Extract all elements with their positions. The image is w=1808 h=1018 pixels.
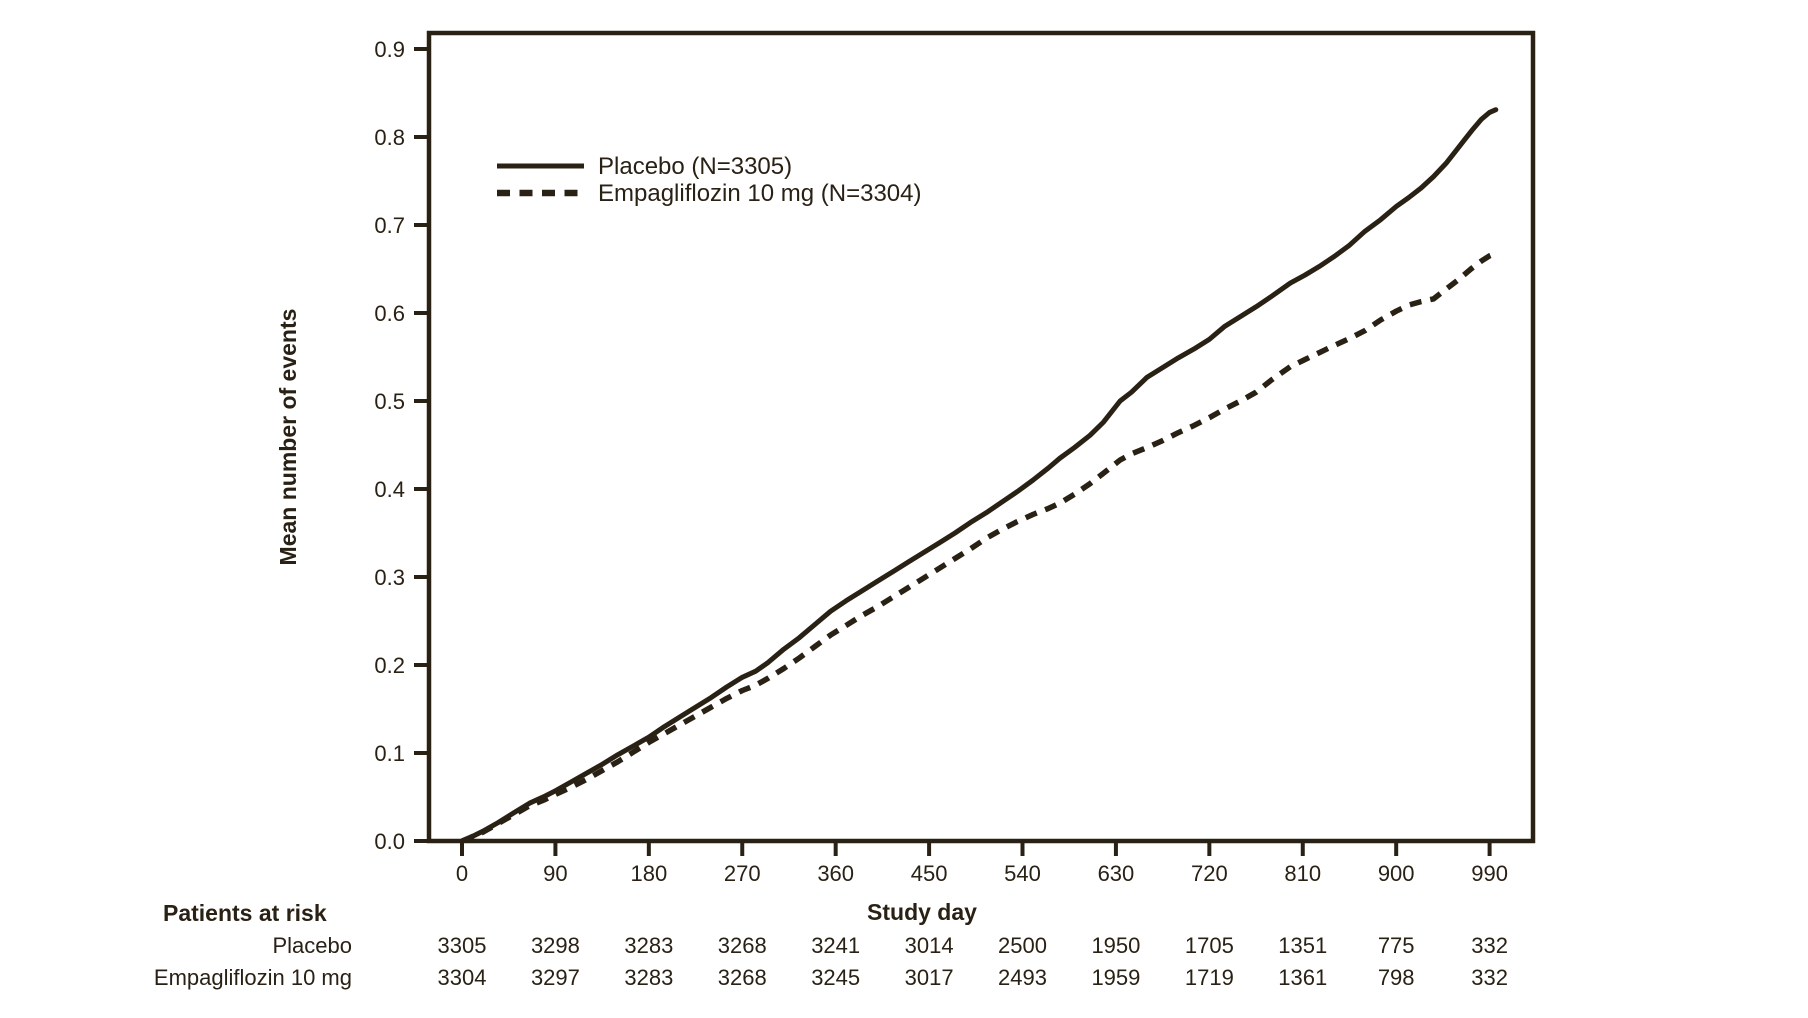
risk-count: 1705 [1185, 933, 1234, 958]
x-tick-label: 810 [1284, 861, 1321, 886]
x-tick-label: 990 [1471, 861, 1508, 886]
risk-count: 1719 [1185, 965, 1234, 990]
x-tick-label: 900 [1378, 861, 1415, 886]
y-axis-title: Mean number of events [275, 309, 301, 566]
risk-count: 798 [1378, 965, 1415, 990]
risk-count: 3268 [718, 965, 767, 990]
risk-count: 1361 [1278, 965, 1327, 990]
x-tick-label: 630 [1098, 861, 1135, 886]
y-tick-label: 0.0 [374, 829, 405, 854]
x-tick-label: 180 [630, 861, 667, 886]
legend: Placebo (N=3305)Empagliflozin 10 mg (N=3… [497, 153, 922, 207]
x-tick-label: 540 [1004, 861, 1041, 886]
plot-frame [426, 30, 1536, 844]
y-tick-label: 0.3 [374, 565, 405, 590]
risk-count: 3304 [438, 965, 487, 990]
risk-count: 3305 [438, 933, 487, 958]
risk-count: 2500 [998, 933, 1047, 958]
y-tick-label: 0.1 [374, 741, 405, 766]
y-tick-label: 0.2 [374, 653, 405, 678]
risk-count: 1351 [1278, 933, 1327, 958]
risk-count: 3297 [531, 965, 580, 990]
risk-count: 3241 [811, 933, 860, 958]
risk-count: 3014 [905, 933, 954, 958]
series-placebo [459, 107, 1499, 844]
x-tick-label: 720 [1191, 861, 1228, 886]
patients-at-risk-title: Patients at risk [163, 900, 327, 926]
risk-count: 1959 [1091, 965, 1140, 990]
risk-count: 3245 [811, 965, 860, 990]
y-tick-label: 0.7 [374, 213, 405, 238]
patients-at-risk-table: Patients at risk Placebo 3305 3298 3283 3268 3… [154, 900, 1508, 990]
y-tick-label: 0.6 [374, 301, 405, 326]
risk-count: 775 [1378, 933, 1415, 958]
x-tick-label: 270 [724, 861, 761, 886]
risk-count: 332 [1471, 933, 1508, 958]
x-tick-label: 450 [911, 861, 948, 886]
risk-row-label: Placebo [272, 933, 352, 958]
x-axis: 0 90 180 270 360 450 540 630 720 810 900 990 [456, 841, 1508, 886]
y-tick-label: 0.4 [374, 477, 405, 502]
legend-label: Placebo (N=3305) [598, 153, 792, 180]
risk-count: 3298 [531, 933, 580, 958]
risk-count: 3283 [624, 965, 673, 990]
y-tick-label: 0.8 [374, 125, 405, 150]
x-tick-label: 360 [817, 861, 854, 886]
risk-count: 1950 [1091, 933, 1140, 958]
x-tick-label: 0 [456, 861, 468, 886]
x-axis-title: Study day [867, 899, 977, 925]
risk-count: 3283 [624, 933, 673, 958]
risk-row-label: Empagliflozin 10 mg [154, 965, 352, 990]
risk-count: 3268 [718, 933, 767, 958]
risk-count: 332 [1471, 965, 1508, 990]
y-tick-label: 0.5 [374, 389, 405, 414]
risk-count: 3017 [905, 965, 954, 990]
x-tick-label: 90 [543, 861, 567, 886]
y-axis: 0.0 0.1 0.2 0.3 0.4 0.5 0.6 0.7 0.8 0.9 [374, 37, 429, 854]
risk-count: 2493 [998, 965, 1047, 990]
series-empagliflozin [460, 250, 1497, 844]
y-tick-label: 0.9 [374, 37, 405, 62]
legend-label: Empagliflozin 10 mg (N=3304) [598, 180, 922, 207]
